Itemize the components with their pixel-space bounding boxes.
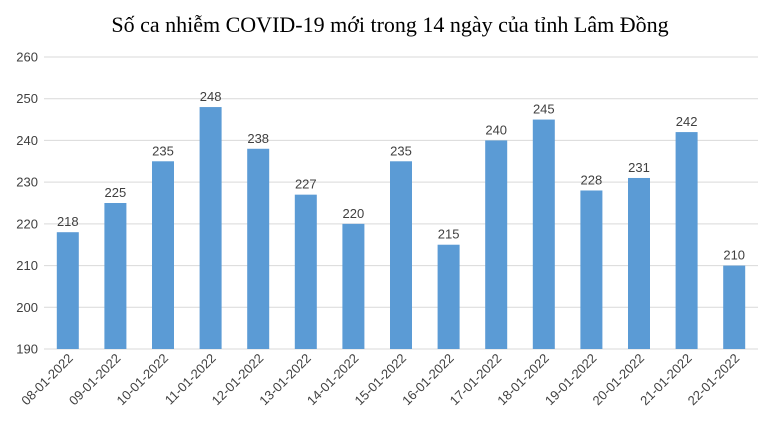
data-label: 210 (723, 248, 745, 263)
data-label: 215 (438, 227, 460, 242)
bar-09-01-2022 (104, 203, 127, 349)
bars (56, 107, 746, 349)
y-tick-label: 230 (16, 175, 38, 190)
y-tick-label: 250 (16, 91, 38, 106)
y-tick-label: 200 (16, 300, 38, 315)
data-label: 218 (57, 214, 79, 229)
data-label: 227 (295, 177, 317, 192)
bar-18-01-2022 (532, 119, 555, 349)
data-label: 235 (390, 143, 412, 158)
data-label: 231 (628, 160, 650, 175)
data-label: 238 (247, 131, 269, 146)
bar-15-01-2022 (390, 161, 412, 349)
x-tick-label: 22-01-2022 (685, 351, 743, 409)
bar-08-01-2022 (56, 232, 79, 349)
y-tick-label: 190 (16, 342, 38, 357)
data-label: 228 (581, 172, 603, 187)
bar-16-01-2022 (437, 244, 460, 349)
bar-19-01-2022 (580, 190, 603, 349)
bar-22-01-2022 (723, 265, 746, 349)
bar-17-01-2022 (485, 140, 508, 349)
data-label: 235 (152, 143, 174, 158)
data-label: 220 (343, 206, 365, 221)
y-tick-label: 260 (16, 50, 38, 65)
data-label: 245 (533, 102, 555, 117)
bar-13-01-2022 (294, 194, 317, 349)
bar-10-01-2022 (152, 161, 174, 349)
data-label: 240 (485, 122, 507, 137)
bar-14-01-2022 (342, 223, 365, 349)
data-label: 242 (676, 114, 698, 129)
y-tick-label: 220 (16, 216, 38, 231)
x-axis-tick-labels: 08-01-202209-01-202210-01-202211-01-2022… (18, 351, 742, 409)
y-tick-label: 210 (16, 258, 38, 273)
y-axis-tick-labels: 190 200 210 220 230 240 250 260 (16, 50, 38, 357)
bar-12-01-2022 (247, 148, 270, 349)
data-label: 248 (200, 89, 222, 104)
bar-21-01-2022 (675, 132, 698, 349)
data-label: 225 (105, 185, 127, 200)
chart-title: Số ca nhiễm COVID-19 mới trong 14 ngày c… (111, 12, 669, 37)
data-labels: 218 225 235 248 238 227 220 235 215 240 245 228 231 2… (57, 89, 745, 263)
bar-20-01-2022 (628, 177, 650, 349)
x-tick-label: 10-01-2022 (113, 351, 171, 409)
bar-11-01-2022 (199, 107, 222, 349)
y-tick-label: 240 (16, 133, 38, 148)
